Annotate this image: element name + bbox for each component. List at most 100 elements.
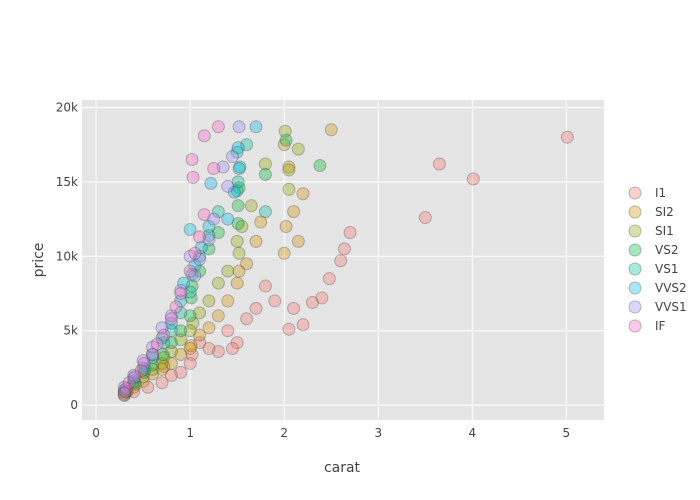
data-point <box>202 228 216 242</box>
data-point <box>127 380 141 394</box>
data-point <box>164 309 178 323</box>
data-point <box>164 356 178 370</box>
x-tick-label: 3 <box>374 426 382 440</box>
data-point <box>230 336 244 350</box>
data-point <box>164 368 178 382</box>
data-point <box>240 138 254 152</box>
legend-label: IF <box>655 319 666 333</box>
data-point <box>207 161 221 175</box>
data-point <box>155 321 169 335</box>
data-point <box>230 234 244 248</box>
data-point <box>155 376 169 390</box>
data-point <box>282 322 296 336</box>
data-point <box>225 150 239 164</box>
data-point <box>157 350 171 364</box>
legend-item-si2[interactable]: SI2 <box>628 205 674 219</box>
legend-item-vvs2[interactable]: VVS2 <box>628 281 687 295</box>
data-point <box>291 234 305 248</box>
data-point <box>282 163 296 177</box>
data-point <box>146 358 160 372</box>
data-point <box>230 184 244 198</box>
data-point <box>137 365 151 379</box>
data-point <box>184 339 198 353</box>
data-point <box>146 348 160 362</box>
data-point <box>231 175 245 189</box>
data-point <box>183 222 197 236</box>
data-point <box>193 249 207 263</box>
legend-item-vs2[interactable]: VS2 <box>628 243 678 257</box>
data-point <box>227 185 241 199</box>
legend-label: SI2 <box>655 205 674 219</box>
data-point <box>183 342 197 356</box>
data-point <box>216 160 230 174</box>
data-point <box>119 385 133 399</box>
data-point <box>186 170 200 184</box>
data-point <box>155 362 169 376</box>
data-point <box>169 300 183 314</box>
data-point <box>225 342 239 356</box>
legend-marker <box>628 300 642 314</box>
data-point <box>150 337 164 351</box>
data-point <box>193 230 207 244</box>
data-point <box>268 294 282 308</box>
series-vs2 <box>118 133 327 399</box>
data-points <box>117 120 574 402</box>
data-point <box>164 312 178 326</box>
x-tick-label: 1 <box>186 426 194 440</box>
series-si2 <box>117 123 338 402</box>
legend-label: VS1 <box>655 262 678 276</box>
data-point <box>235 220 249 234</box>
data-point <box>258 205 272 219</box>
data-point <box>183 356 197 370</box>
data-point <box>211 120 225 134</box>
data-point <box>185 153 199 167</box>
legend-item-i1[interactable]: I1 <box>628 186 666 200</box>
data-point <box>193 264 207 278</box>
data-point <box>183 249 197 263</box>
data-point <box>211 205 225 219</box>
data-point <box>240 257 254 271</box>
data-point <box>127 374 141 388</box>
data-point <box>221 324 235 338</box>
data-point <box>211 309 225 323</box>
data-point <box>211 225 225 239</box>
data-point <box>188 246 202 260</box>
legend-item-vs1[interactable]: VS1 <box>628 262 678 276</box>
data-point <box>202 233 216 247</box>
data-point <box>136 370 150 384</box>
legend-marker <box>628 186 642 200</box>
y-tick-label: 15k <box>56 175 78 189</box>
data-point <box>117 383 131 397</box>
data-point <box>127 368 141 382</box>
data-point <box>193 252 207 266</box>
data-point <box>204 176 218 190</box>
data-point <box>117 385 131 399</box>
data-point <box>146 367 160 381</box>
data-point <box>174 286 188 300</box>
series-i1 <box>117 130 574 402</box>
data-point <box>137 356 151 370</box>
data-point <box>193 306 207 320</box>
data-point <box>188 258 202 272</box>
data-point <box>156 348 170 362</box>
legend-item-si1[interactable]: SI1 <box>628 224 674 238</box>
data-point <box>146 340 160 354</box>
legend-marker <box>628 205 642 219</box>
y-axis-title: price <box>31 243 47 278</box>
data-point <box>138 362 152 376</box>
data-point <box>221 294 235 308</box>
data-point <box>193 336 207 350</box>
data-point <box>136 353 150 367</box>
data-point <box>560 130 574 144</box>
data-point <box>146 348 160 362</box>
data-point <box>233 160 247 174</box>
legend-marker <box>628 319 642 333</box>
data-point <box>136 361 150 375</box>
data-point <box>128 370 142 384</box>
data-point <box>183 309 197 323</box>
series-vs1 <box>117 138 272 399</box>
data-point <box>164 316 178 330</box>
legend-item-if[interactable]: IF <box>628 319 666 333</box>
legend-item-vvs1[interactable]: VVS1 <box>628 300 687 314</box>
